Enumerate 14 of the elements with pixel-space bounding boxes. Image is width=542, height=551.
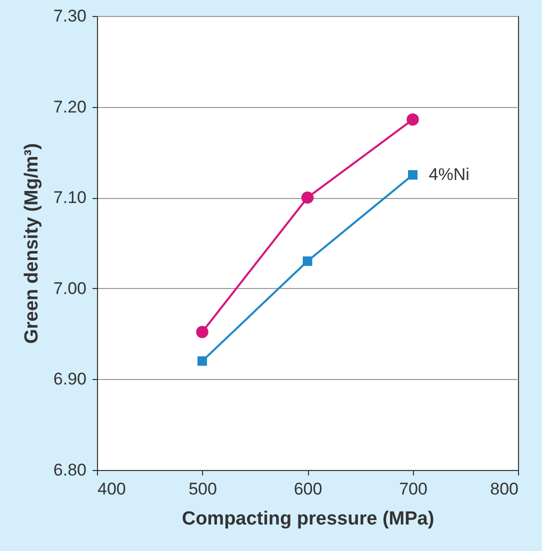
x-tick-label: 600: [294, 480, 322, 498]
x-tick-label: 800: [490, 480, 518, 498]
x-tick-label: 700: [399, 480, 428, 498]
y-tick-label: 6.80: [53, 460, 86, 480]
x-tick-label: 500: [188, 480, 217, 498]
x-axis-title: Compacting pressure (MPa): [182, 508, 434, 530]
y-tick-label: 6.90: [53, 370, 86, 389]
y-tick-label: 7.30: [53, 6, 86, 26]
y-tick-label: 7.00: [53, 278, 86, 298]
x-tick-label: 400: [98, 480, 126, 498]
y-axis-title: Green density (Mg/m³): [21, 143, 42, 344]
y-tick-label: 7.20: [53, 97, 86, 116]
series-label: 4%Ni: [428, 164, 470, 184]
y-tick-label: 7.10: [53, 188, 86, 208]
